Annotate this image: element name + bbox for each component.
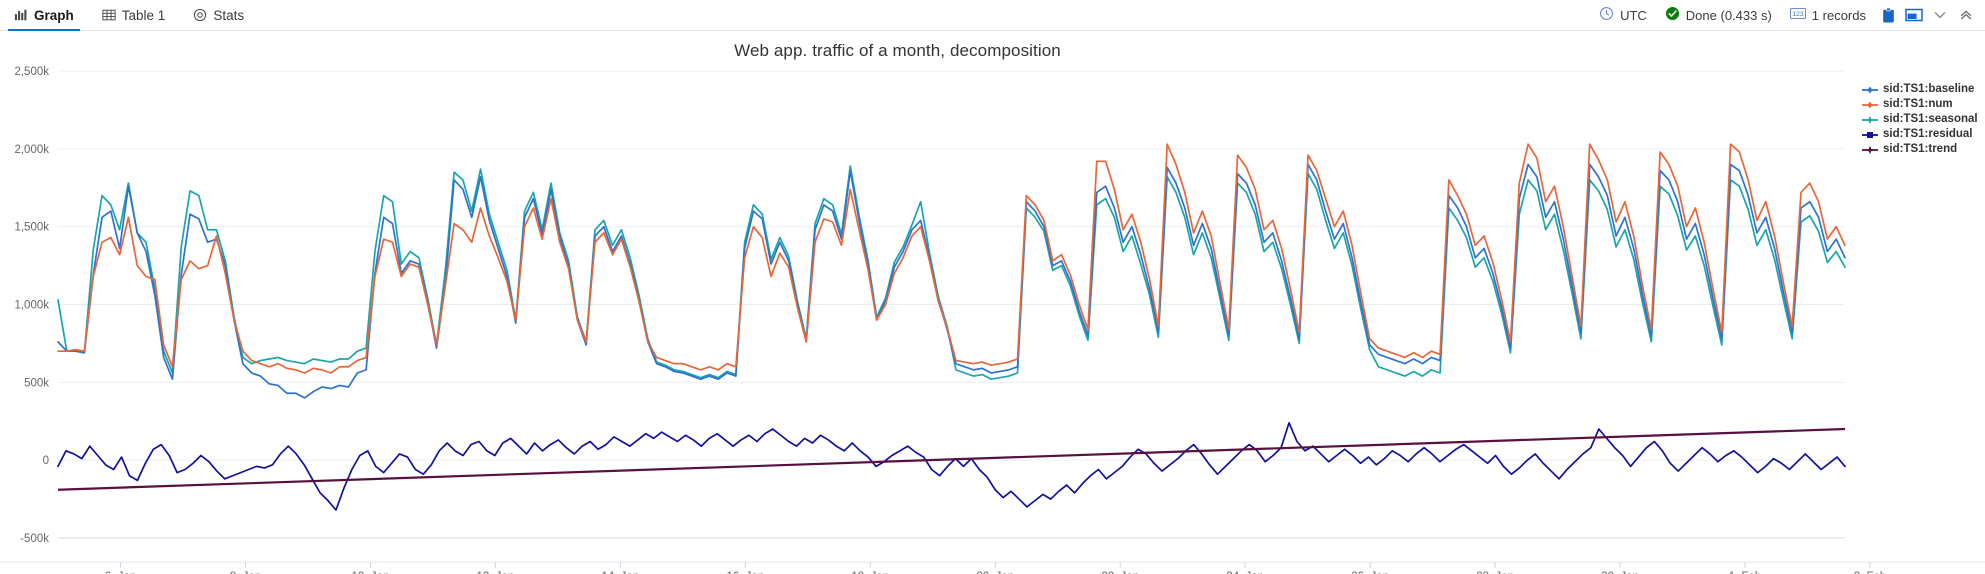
x-axis-tick-label: 1. Feb xyxy=(1729,571,1762,574)
x-axis-tick-label: 8. Jan xyxy=(230,571,261,574)
chart-legend: sid:TS1:baseline sid:TS1:num sid:TS1:seaso… xyxy=(1862,83,1978,156)
x-axis-tick-label: 22. Jan xyxy=(1101,571,1139,574)
legend-marker-diamond-icon xyxy=(1862,85,1878,95)
legend-marker-star-icon xyxy=(1862,115,1878,125)
toolbar-status-area: UTC Done (0.433 s) 123 1 records xyxy=(1590,2,1985,28)
x-axis-tick-label: 14. Jan xyxy=(601,571,639,574)
query-status: Done (0.433 s) xyxy=(1656,6,1781,24)
record-count-label: 1 records xyxy=(1811,7,1866,23)
y-axis-tick-label: -500k xyxy=(20,533,49,545)
x-axis-tick-label: 10. Jan xyxy=(352,571,390,574)
legend-item-residual[interactable]: sid:TS1:residual xyxy=(1862,128,1978,141)
bar-chart-icon xyxy=(14,8,28,22)
check-circle-icon xyxy=(1665,6,1680,24)
numeric-123-icon: 123 xyxy=(1789,7,1806,23)
x-axis-tick-label: 3. Feb xyxy=(1854,571,1887,574)
legend-item-label: sid:TS1:residual xyxy=(1883,128,1973,140)
x-axis-tick-label: 20. Jan xyxy=(976,571,1014,574)
legend-item-label: sid:TS1:trend xyxy=(1883,143,1958,155)
timezone-indicator[interactable]: UTC xyxy=(1590,6,1656,24)
legend-item-baseline[interactable]: sid:TS1:baseline xyxy=(1862,83,1978,96)
legend-item-trend[interactable]: sid:TS1:trend xyxy=(1862,143,1978,156)
y-axis-tick-label: 2,500k xyxy=(14,66,49,78)
chevrons-up-icon[interactable] xyxy=(1953,2,1979,28)
tab-stats-label: Stats xyxy=(213,7,245,23)
legend-item-seasonal[interactable]: sid:TS1:seasonal xyxy=(1862,113,1978,126)
chart-plot[interactable]: 2,500k 2,000k 1,500k 1,000k 500k 0 -500k 6. Jan… xyxy=(0,31,1985,574)
y-axis-tick-label: 1,500k xyxy=(14,222,49,234)
tab-table-1-label: Table 1 xyxy=(121,7,166,23)
y-axis-tick-label: 1,000k xyxy=(14,300,49,312)
table-icon xyxy=(102,8,116,22)
legend-marker-square-icon xyxy=(1862,130,1878,140)
tab-graph[interactable]: Graph xyxy=(0,0,88,31)
tab-stats[interactable]: Stats xyxy=(179,0,258,31)
series-line-baseline[interactable] xyxy=(57,163,1846,399)
y-axis-tick-label: 2,000k xyxy=(14,144,49,156)
chevron-down-icon[interactable] xyxy=(1927,2,1953,28)
legend-item-num[interactable]: sid:TS1:num xyxy=(1862,98,1978,111)
y-axis-tick-label: 500k xyxy=(24,377,49,389)
result-tab-list: Graph Table 1 Stats xyxy=(0,0,258,31)
tab-table-1[interactable]: Table 1 xyxy=(88,0,180,31)
x-axis-tick-label: 12. Jan xyxy=(477,571,515,574)
record-count: 123 1 records xyxy=(1781,7,1875,23)
legend-item-label: sid:TS1:seasonal xyxy=(1883,113,1978,125)
legend-marker-diamond-icon xyxy=(1862,100,1878,110)
legend-marker-star-icon xyxy=(1862,145,1878,155)
chart-title: Web app. traffic of a month, decompositi… xyxy=(734,41,1061,60)
tab-graph-label: Graph xyxy=(34,7,74,23)
clipboard-icon[interactable] xyxy=(1875,2,1901,28)
x-axis-tick-label: 6. Jan xyxy=(105,571,136,574)
legend-item-label: sid:TS1:baseline xyxy=(1883,83,1975,95)
query-status-label: Done (0.433 s) xyxy=(1685,7,1772,23)
x-axis-tick-label: 28. Jan xyxy=(1476,571,1514,574)
x-axis-tick-label: 24. Jan xyxy=(1226,571,1264,574)
x-axis-tick-label: 30. Jan xyxy=(1601,571,1639,574)
x-axis-tick-label: 18. Jan xyxy=(851,571,889,574)
top-toolbar: Graph Table 1 Stats xyxy=(0,0,1985,31)
window-panel-icon[interactable] xyxy=(1901,2,1927,28)
y-axis-tick-label: 0 xyxy=(43,455,49,467)
series-line-residual[interactable] xyxy=(57,421,1846,511)
series-line-trend[interactable] xyxy=(57,427,1846,491)
series-line-num[interactable] xyxy=(57,143,1846,374)
chart-container: Web app. traffic of a month, decompositi… xyxy=(0,31,1985,574)
x-axis-tick-label: 26. Jan xyxy=(1351,571,1389,574)
target-icon xyxy=(193,8,207,22)
clock-icon xyxy=(1599,6,1614,24)
svg-text:123: 123 xyxy=(1792,11,1803,18)
timezone-label: UTC xyxy=(1620,7,1647,23)
legend-item-label: sid:TS1:num xyxy=(1883,98,1953,110)
x-axis-tick-label: 16. Jan xyxy=(726,571,764,574)
